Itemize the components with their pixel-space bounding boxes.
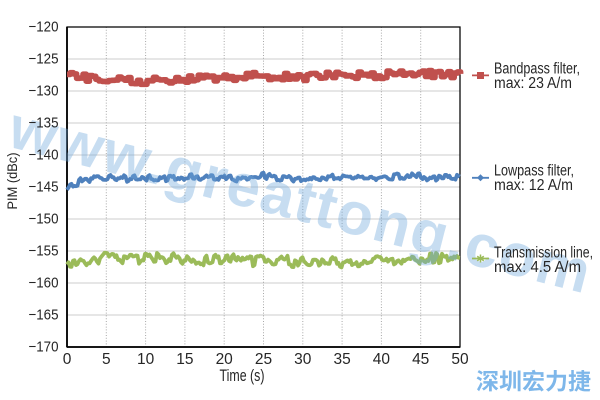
- svg-text:max: 4.5 A/m: max: 4.5 A/m: [494, 259, 581, 276]
- svg-text:−155: −155: [29, 243, 59, 260]
- svg-text:20: 20: [216, 351, 234, 368]
- svg-text:−135: −135: [29, 115, 59, 132]
- svg-text:0: 0: [63, 351, 72, 368]
- svg-text:−140: −140: [29, 147, 59, 164]
- svg-text:max: 23 A/m: max: 23 A/m: [494, 75, 572, 92]
- svg-text:Time (s): Time (s): [220, 367, 265, 385]
- svg-text:−125: −125: [29, 51, 59, 68]
- svg-text:30: 30: [294, 351, 312, 368]
- svg-text:Bandpass filter,: Bandpass filter,: [494, 61, 580, 78]
- svg-text:PIM (dBc): PIM (dBc): [5, 153, 20, 210]
- svg-text:Lowpass filter,: Lowpass filter,: [494, 163, 574, 180]
- svg-text:−170: −170: [29, 339, 59, 356]
- svg-text:−150: −150: [29, 211, 59, 228]
- svg-text:50: 50: [451, 351, 469, 368]
- svg-text:max: 12 A/m: max: 12 A/m: [494, 177, 573, 194]
- svg-text:−165: −165: [29, 307, 59, 324]
- svg-text:40: 40: [373, 351, 391, 368]
- svg-text:25: 25: [255, 351, 272, 368]
- svg-text:5: 5: [102, 351, 111, 368]
- svg-text:10: 10: [137, 351, 155, 368]
- svg-text:35: 35: [333, 351, 350, 368]
- svg-text:45: 45: [412, 351, 429, 368]
- svg-text:−120: −120: [29, 19, 59, 36]
- svg-text:−160: −160: [29, 275, 59, 292]
- svg-text:−145: −145: [29, 179, 59, 196]
- svg-text:15: 15: [176, 351, 193, 368]
- svg-text:Transmission line,: Transmission line,: [494, 245, 593, 262]
- svg-text:−130: −130: [29, 83, 59, 100]
